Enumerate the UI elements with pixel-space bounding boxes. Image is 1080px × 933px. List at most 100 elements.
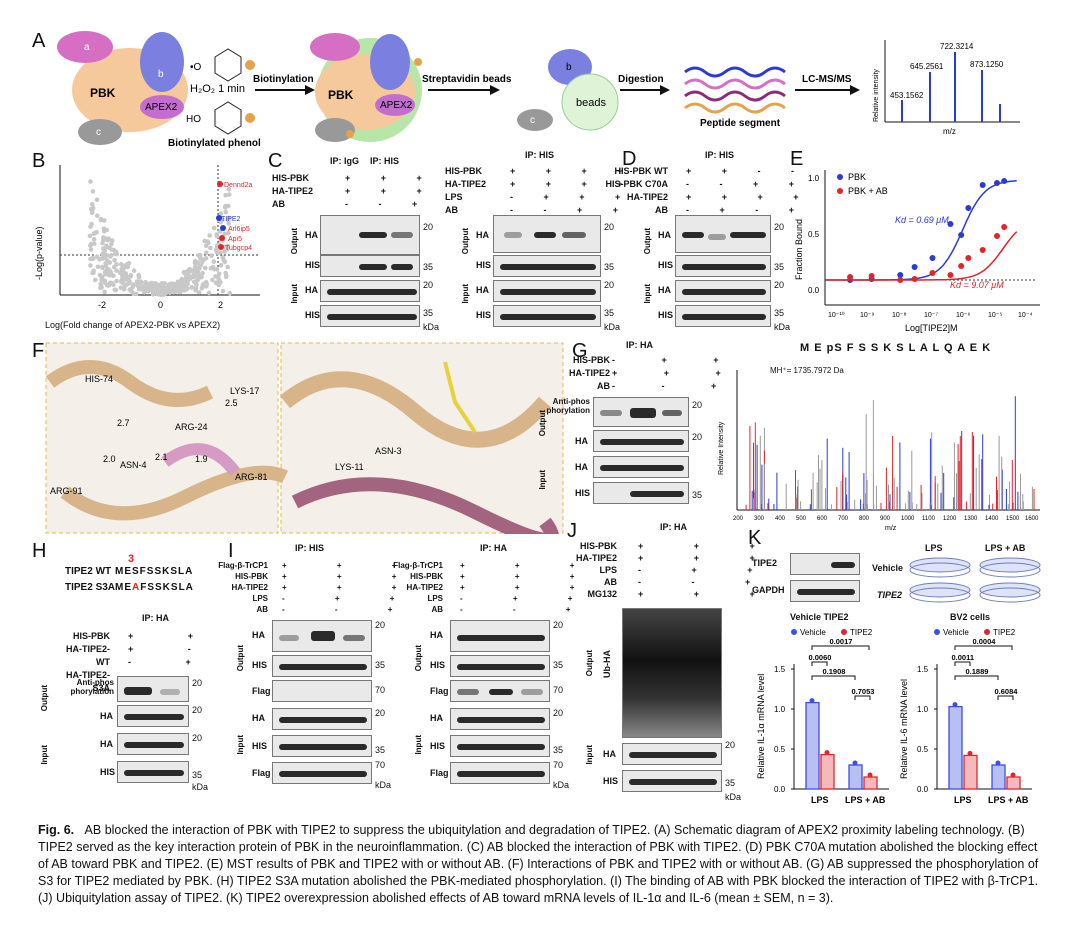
volcano-point — [146, 281, 152, 287]
volcano-point — [220, 288, 226, 294]
mst-series — [825, 178, 1018, 283]
volcano-point — [218, 262, 224, 268]
volcano-point — [109, 241, 114, 247]
volcano-point — [88, 243, 93, 248]
volcano-plot: -Log(p-value) -2 0 2 Dennd2a TIPE2 Arl6i… — [34, 165, 260, 310]
gene-label: TIPE2 — [221, 216, 241, 223]
volcano-point — [97, 272, 103, 278]
blot-j-input-his — [622, 770, 722, 792]
volcano-point — [187, 266, 192, 272]
ms-peak-label: 722.3214 — [940, 42, 974, 51]
blot-c-input-his — [320, 305, 420, 327]
volcano-point — [114, 268, 119, 273]
mst-xlabel: Log[TIPE2]M — [905, 323, 958, 333]
volcano-point — [142, 290, 147, 295]
panel-label-k: K — [748, 527, 762, 549]
distance-label: 1.9 — [195, 454, 208, 464]
volcano-point — [88, 263, 93, 268]
volcano-point — [185, 286, 190, 292]
volcano-point — [226, 203, 231, 209]
volcano-point — [119, 266, 124, 272]
mst-fit-curve — [825, 231, 1018, 281]
legend-marker — [841, 629, 847, 635]
legend-label: TIPE2 — [850, 628, 873, 637]
volcano-point — [91, 241, 97, 246]
ms-peak-label: 453.1562 — [890, 91, 924, 100]
blot-g-phospho — [593, 397, 689, 427]
phenol-ring-top — [214, 48, 242, 82]
panel-c-left-rows: HIS-PBK HA-TIPE2 AB — [272, 173, 314, 209]
volcano-point — [196, 290, 202, 295]
volcano-point — [213, 247, 219, 252]
blot-i-right-input-flag — [450, 762, 550, 784]
mst-point — [929, 270, 936, 276]
volcano-ylabel: -Log(p-value) — [34, 226, 44, 280]
svg-text:1200: 1200 — [943, 516, 957, 522]
label-biotin-phenol: Biotinylated phenol — [168, 138, 261, 149]
residue-label: LYS-11 — [335, 462, 364, 472]
svg-text:m/z: m/z — [943, 127, 956, 136]
mst-point — [1001, 224, 1008, 230]
volcano-point — [103, 252, 109, 258]
volcano-point — [143, 279, 148, 285]
svg-text:10⁻⁸: 10⁻⁸ — [892, 312, 906, 319]
svg-text:1300: 1300 — [964, 516, 978, 522]
label-c: c — [96, 127, 101, 138]
bar-point — [1010, 772, 1016, 778]
volcano-point — [109, 253, 114, 258]
label-step-biotinylation: Biotinylation — [253, 74, 314, 85]
volcano-point — [223, 209, 228, 215]
volcano-points — [87, 179, 233, 298]
volcano-point — [92, 230, 98, 236]
svg-text:800: 800 — [859, 516, 870, 522]
protein-a-blob — [57, 31, 113, 63]
volcano-point — [90, 256, 95, 261]
bar-chart-il1a: Relative IL-1α mRNA level 0.0 0.5 1.0 1.5 LPS… — [756, 628, 889, 805]
volcano-point — [225, 264, 230, 270]
precursor-mass: MH⁺= 1735.7972 Da — [770, 366, 844, 375]
p-value: 0.0017 — [830, 637, 853, 646]
bar-chart-il6: Relative IL-6 mRNA level 0.0 0.5 1.0 1.5 LPS L… — [899, 628, 1032, 805]
significance-bracket — [811, 661, 828, 666]
volcano-point — [156, 288, 161, 293]
significance-bracket — [954, 675, 999, 680]
panel-i-rows-right: Flag-β-TrCP1 HIS-PBK HA-TIPE2 LPS AB — [393, 561, 443, 614]
mst-point — [868, 273, 875, 279]
blot-d-input-ha — [675, 280, 771, 302]
blot-i-right-output-ha — [450, 620, 550, 652]
residue-label: LYS-17 — [230, 386, 259, 396]
mst-point — [979, 182, 986, 188]
volcano-point — [118, 285, 124, 290]
volcano-point — [90, 189, 96, 194]
ms2-spectrum: Relative Intensity 200 300 400 500 600 7… — [718, 370, 1040, 532]
volcano-point — [196, 260, 201, 266]
blot-d-output-ha — [675, 215, 771, 253]
ip-igg-header: IP: IgG — [330, 156, 359, 166]
legend-pbk: PBK — [848, 172, 866, 182]
panel-label-j: J — [567, 520, 577, 542]
blot-h-phospho — [117, 676, 189, 702]
y-tick: 0.0 — [774, 785, 786, 794]
bar-ylabel: Relative IL-6 mRNA level — [899, 679, 909, 779]
panel-label-i: I — [228, 540, 234, 562]
blot-i-left-output-ha — [272, 620, 372, 652]
volcano-point — [154, 283, 160, 288]
mst-point — [929, 255, 936, 261]
bar-point — [809, 698, 815, 704]
volcano-point — [206, 290, 212, 296]
mst-point — [897, 272, 904, 278]
peptide-sequence: M E pS F S S K S L A L Q A E K — [800, 342, 992, 354]
volcano-point — [223, 192, 228, 198]
significance-bracket — [811, 675, 856, 680]
volcano-point — [104, 244, 109, 250]
protein-c-blob — [78, 119, 122, 145]
volcano-point — [160, 291, 166, 296]
svg-text:b: b — [566, 62, 572, 73]
volcano-point — [87, 233, 93, 239]
volcano-point — [204, 281, 210, 287]
volcano-point — [196, 265, 201, 271]
ms-peak-label: 645.2561 — [910, 62, 944, 71]
volcano-point — [88, 247, 94, 252]
mst-binding-chart: Fraction Bound 0.0 0.5 1.0 10⁻¹⁰ 10⁻⁹ 10… — [794, 170, 1040, 333]
volcano-point — [220, 255, 226, 260]
